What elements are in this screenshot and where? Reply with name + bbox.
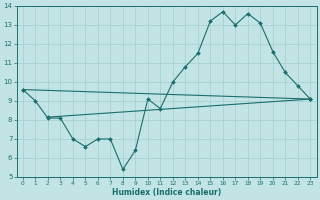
X-axis label: Humidex (Indice chaleur): Humidex (Indice chaleur)	[112, 188, 221, 197]
